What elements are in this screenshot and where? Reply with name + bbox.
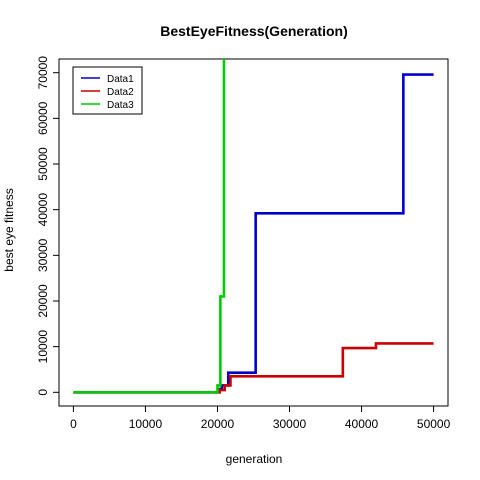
y-axis-label: best eye fitness [2, 188, 16, 271]
x-tick-label: 20000 [201, 417, 235, 431]
x-tick-label: 40000 [345, 417, 379, 431]
x-tick-label: 30000 [273, 417, 307, 431]
y-tick-label: 30000 [36, 238, 50, 272]
y-tick-label: 50000 [36, 147, 50, 181]
y-tick-label: 20000 [36, 284, 50, 318]
x-axis-label: generation [226, 452, 283, 466]
series-line-data2 [73, 342, 434, 394]
x-tick-label: 10000 [129, 417, 163, 431]
legend-label-data1: Data1 [107, 74, 134, 85]
plot-area: 0 10000 20000 30000 40000 50000 0 10000 20000 300… [36, 56, 451, 431]
series-line-data3 [73, 59, 226, 394]
chart-title: BestEyeFitness(Generation) [160, 23, 348, 39]
y-tick-label: 40000 [36, 193, 50, 227]
y-tick-label: 70000 [36, 56, 50, 90]
y-tick-label: 0 [36, 389, 50, 396]
y-tick-label: 60000 [36, 101, 50, 135]
x-tick-label: 0 [70, 417, 77, 431]
y-tick-label: 10000 [36, 330, 50, 364]
legend-label-data3: Data3 [107, 100, 134, 111]
legend-label-data2: Data2 [107, 87, 134, 98]
x-tick-label: 50000 [417, 417, 451, 431]
